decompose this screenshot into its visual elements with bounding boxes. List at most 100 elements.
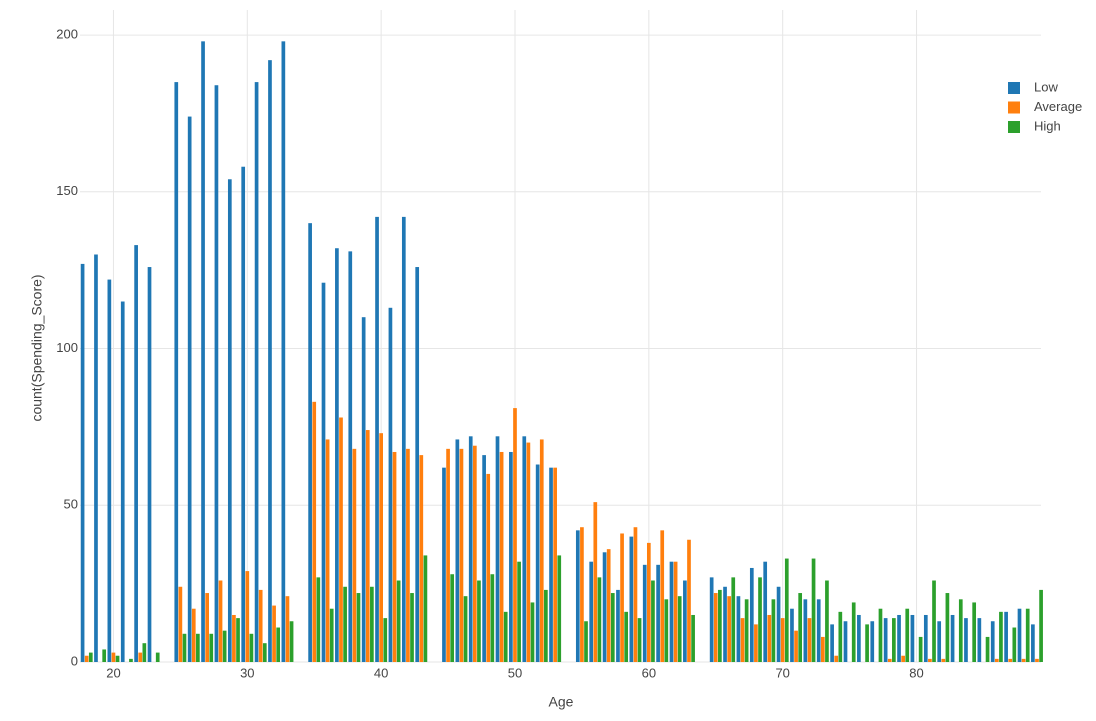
bar bbox=[838, 611, 843, 662]
bar bbox=[606, 549, 611, 662]
bar bbox=[763, 561, 768, 662]
bar bbox=[843, 621, 848, 662]
bar bbox=[401, 216, 406, 662]
bar bbox=[535, 464, 540, 662]
bar bbox=[887, 658, 892, 662]
bar bbox=[964, 618, 968, 662]
bar bbox=[406, 448, 410, 662]
bar bbox=[272, 605, 276, 662]
bar bbox=[557, 555, 562, 662]
bar bbox=[276, 627, 281, 662]
bar bbox=[553, 467, 557, 662]
bar bbox=[356, 593, 361, 662]
bar bbox=[883, 618, 888, 662]
bar bbox=[396, 580, 401, 662]
bar bbox=[222, 630, 227, 662]
legend-swatch bbox=[1008, 121, 1020, 133]
bar bbox=[486, 473, 491, 662]
bar bbox=[138, 652, 143, 662]
bar bbox=[262, 643, 267, 662]
bar bbox=[851, 602, 856, 662]
bar bbox=[744, 599, 749, 662]
bar bbox=[807, 618, 812, 662]
bar bbox=[490, 574, 495, 662]
bar bbox=[88, 652, 93, 662]
bar bbox=[254, 82, 259, 663]
bar bbox=[343, 586, 347, 662]
bar bbox=[544, 589, 548, 662]
bar bbox=[616, 589, 620, 662]
bar bbox=[463, 596, 468, 662]
bar bbox=[415, 267, 420, 662]
legend-swatch bbox=[1008, 101, 1020, 114]
bar bbox=[236, 618, 240, 662]
bar bbox=[495, 436, 500, 662]
y-tick-label: 100 bbox=[56, 340, 78, 355]
bar bbox=[597, 577, 602, 662]
bar bbox=[472, 445, 477, 662]
bar bbox=[798, 593, 803, 662]
bar bbox=[348, 251, 353, 662]
bar bbox=[923, 614, 928, 662]
bar bbox=[450, 574, 455, 662]
bar bbox=[107, 279, 112, 662]
bar bbox=[209, 633, 214, 662]
bar bbox=[918, 636, 923, 662]
bar bbox=[767, 614, 772, 662]
bar bbox=[227, 179, 232, 662]
bar bbox=[1004, 611, 1008, 662]
bar bbox=[191, 608, 196, 662]
bar bbox=[289, 621, 294, 662]
bar bbox=[503, 611, 508, 662]
bar bbox=[910, 614, 915, 662]
bar bbox=[379, 433, 383, 662]
bar bbox=[214, 85, 219, 662]
bar bbox=[985, 636, 990, 662]
bar bbox=[932, 580, 936, 662]
legend-label: High bbox=[1034, 118, 1061, 133]
bar bbox=[329, 608, 334, 662]
bar bbox=[94, 254, 98, 662]
bar bbox=[249, 633, 254, 662]
bar bbox=[620, 533, 624, 662]
bar bbox=[178, 586, 183, 662]
bar bbox=[642, 564, 647, 662]
bar bbox=[80, 263, 85, 662]
legend-label: Low bbox=[1034, 79, 1058, 94]
bar bbox=[897, 614, 901, 662]
bar bbox=[994, 658, 999, 662]
bar bbox=[651, 580, 655, 662]
bar bbox=[958, 599, 963, 662]
bar bbox=[285, 596, 290, 662]
bar bbox=[539, 439, 544, 662]
bar bbox=[388, 307, 393, 662]
bar bbox=[878, 608, 883, 662]
bar bbox=[115, 655, 120, 662]
legend-swatch bbox=[1008, 82, 1020, 94]
bar bbox=[383, 618, 388, 662]
bar bbox=[325, 439, 330, 662]
bar bbox=[803, 599, 808, 662]
bar bbox=[365, 430, 370, 662]
bar bbox=[758, 577, 762, 662]
bar bbox=[731, 577, 736, 662]
bar bbox=[945, 593, 950, 662]
bar bbox=[624, 611, 629, 662]
bar bbox=[442, 467, 446, 662]
x-axis-title: Age bbox=[549, 694, 574, 710]
bar bbox=[820, 636, 825, 662]
legend-label: Average bbox=[1034, 99, 1082, 114]
bar bbox=[780, 618, 785, 662]
bar bbox=[187, 116, 192, 663]
x-tick-label: 20 bbox=[106, 665, 120, 680]
bar bbox=[870, 621, 875, 662]
bar bbox=[950, 614, 955, 662]
bar bbox=[580, 527, 584, 662]
bar bbox=[339, 417, 343, 662]
bar bbox=[258, 589, 263, 662]
bar bbox=[834, 655, 839, 662]
bar bbox=[901, 655, 905, 662]
bar bbox=[423, 555, 428, 662]
bar bbox=[321, 282, 326, 662]
